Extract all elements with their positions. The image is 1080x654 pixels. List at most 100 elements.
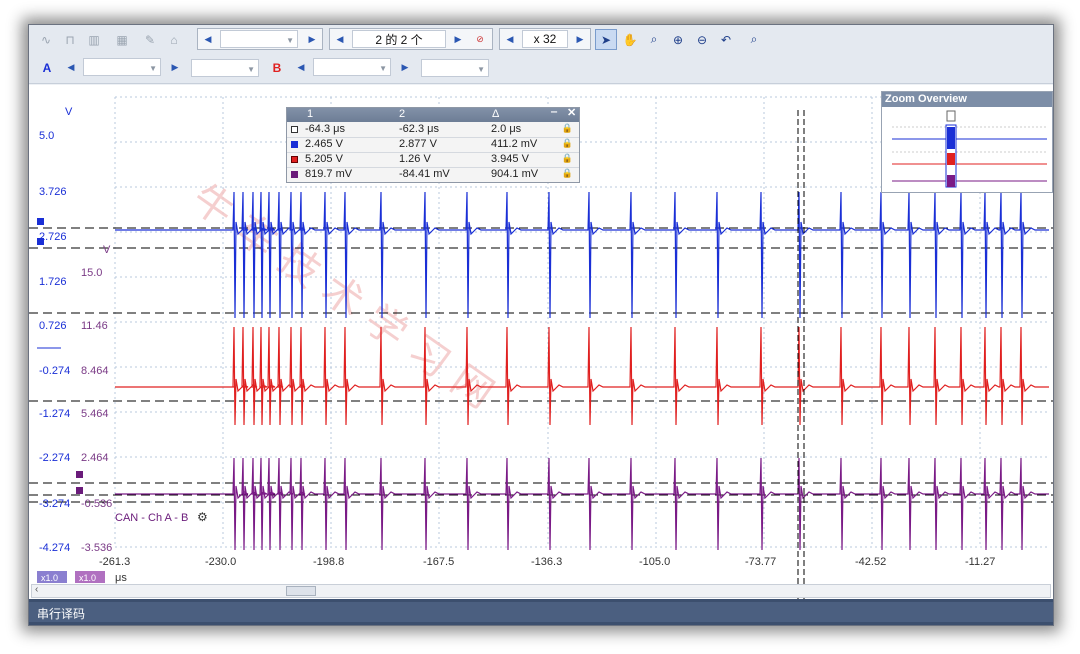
spectrum-icon[interactable]: ▥: [88, 32, 100, 47]
left-axis-unit: V: [65, 106, 73, 118]
watermark: 牛 车 技 术 学 习 网: [183, 176, 501, 418]
capture-next-button[interactable]: ▶: [308, 33, 316, 44]
measurement-row-channel-a: 2.465 V 2.877 V 411.2 mV 🔒: [287, 137, 579, 153]
left-tick-label: 0.726: [39, 320, 67, 332]
channel-a-range[interactable]: ▼: [83, 58, 161, 76]
hand-icon[interactable]: ✋: [622, 32, 638, 47]
time-cursor[interactable]: [794, 110, 808, 611]
scope-mode-icon[interactable]: ∿: [40, 32, 52, 47]
zoom-overview-panel[interactable]: Zoom Overview: [881, 91, 1053, 193]
cell: -64.3 μs: [305, 123, 345, 135]
right-tick-label: 15.0: [81, 267, 102, 279]
x-axis-ticks: -261.3 -230.0 -198.8 -167.5 -136.3 -105.0 -73.…: [99, 556, 995, 568]
channel-a-marker[interactable]: [37, 218, 44, 225]
minimize-icon[interactable]: ‒: [551, 106, 558, 118]
capture-prev-button[interactable]: ◀: [204, 33, 212, 44]
undo-zoom-icon[interactable]: ↶: [720, 32, 732, 47]
left-tick-label: -0.274: [39, 365, 70, 377]
measurement-header: 1 2 Δ ‒ ✕: [287, 106, 579, 122]
measurement-row-math: 819.7 mV -84.41 mV 904.1 mV 🔒: [287, 167, 579, 182]
channel-a-prev[interactable]: ◀: [67, 61, 75, 72]
zoom-fit-icon[interactable]: ⌕: [750, 32, 758, 46]
left-tick-label: 5.0: [39, 130, 54, 142]
channel-a-next[interactable]: ▶: [171, 61, 179, 72]
left-tick-label: 1.726: [39, 276, 67, 288]
home-icon[interactable]: ⌂: [170, 32, 178, 47]
serial-decode-tab[interactable]: 串行译码: [37, 607, 86, 621]
channel-b-range[interactable]: ▼: [313, 58, 391, 76]
capture-select[interactable]: ▼: [220, 30, 298, 48]
horizontal-scrollbar[interactable]: ‹: [31, 584, 1051, 598]
left-tick-label: 2.726: [39, 231, 67, 243]
channel-toolbar: A ◀ ▼ ▶ ▼ B ◀ ▼ ▶ ▼: [29, 54, 1053, 84]
left-tick-label: 3.726: [39, 186, 67, 198]
right-axis-unit: V: [103, 244, 111, 256]
cell: 1.26 V: [399, 153, 431, 165]
cell: 904.1 mV: [491, 168, 539, 180]
pulse-icon[interactable]: ⊓: [65, 32, 75, 47]
lock-icon[interactable]: 🔒: [561, 138, 573, 148]
decoder-label[interactable]: CAN - Ch A - B: [115, 512, 188, 524]
header-1: 1: [307, 108, 314, 120]
lock-icon[interactable]: 🔒: [561, 123, 573, 133]
scale-b-text: x1.0: [79, 573, 96, 583]
scale-a-text: x1.0: [41, 573, 58, 583]
x-tick-label: -42.52: [855, 556, 886, 568]
channel-a-trigger-marker[interactable]: [37, 238, 44, 245]
scroll-thumb[interactable]: [286, 586, 316, 596]
channel-b-next[interactable]: ▶: [401, 61, 409, 72]
cell: 5.205 V: [305, 153, 343, 165]
cell: -84.41 mV: [399, 168, 450, 180]
lock-icon[interactable]: 🔒: [561, 168, 573, 178]
page-field[interactable]: 2 的 2 个: [352, 30, 446, 48]
channel-b-prev[interactable]: ◀: [297, 61, 305, 72]
x-tick-label: -105.0: [639, 556, 670, 568]
x-tick-label: -167.5: [423, 556, 454, 568]
x-tick-label: -11.27: [965, 556, 995, 568]
header-2: 2: [399, 108, 406, 120]
channel-b-coupling[interactable]: ▼: [421, 59, 489, 77]
main-toolbar: ∿ ⊓ ▥ ▦ ✎ ⌂ ◀ ▼ ▶ ◀ 2 的 2 个 ▶ ⊘ ◀ x 32 ▶…: [29, 25, 1053, 55]
zoom-next-button[interactable]: ▶: [576, 33, 584, 44]
scale-b-badge: [75, 571, 105, 583]
channel-a-coupling[interactable]: ▼: [191, 59, 259, 77]
svg-text:牛 车 技 术 学 习 网: 牛 车 技 术 学 习 网: [183, 176, 501, 418]
x-tick-label: -230.0: [205, 556, 236, 568]
channel-b-swatch: [291, 156, 298, 163]
lock-icon[interactable]: 🔒: [561, 153, 573, 163]
bar-chart-icon[interactable]: ▦: [116, 32, 128, 47]
page-prev-button[interactable]: ◀: [336, 33, 344, 44]
compass-icon[interactable]: ⊘: [476, 33, 484, 44]
channel-b-button[interactable]: B: [272, 61, 282, 75]
right-tick-label: 5.464: [81, 408, 109, 420]
channel-a-button[interactable]: A: [42, 61, 52, 75]
close-icon[interactable]: ✕: [567, 107, 577, 119]
math-swatch: [291, 171, 298, 178]
cell: 819.7 mV: [305, 168, 353, 180]
zoom-overview-preview[interactable]: [882, 107, 1052, 192]
cell: -62.3 μs: [399, 123, 439, 135]
zoom-out-icon[interactable]: ⊖: [696, 32, 708, 47]
right-tick-label: 11.46: [81, 320, 108, 332]
pointer-icon[interactable]: ➤: [595, 29, 617, 50]
math-trigger-marker[interactable]: [76, 487, 83, 494]
x-tick-label: -136.3: [531, 556, 562, 568]
zoom-region-icon[interactable]: ⌕: [650, 32, 658, 46]
zoom-in-icon[interactable]: ⊕: [672, 32, 684, 47]
scale-a-badge: [37, 571, 67, 583]
gear-icon[interactable]: ⚙: [197, 510, 208, 524]
cell: 3.945 V: [491, 153, 529, 165]
zoom-factor-group: ◀ x 32 ▶: [499, 28, 591, 50]
zoom-factor-field[interactable]: x 32: [522, 30, 568, 48]
wand-icon[interactable]: ✎: [144, 32, 156, 47]
scroll-left-icon[interactable]: ‹: [35, 584, 39, 595]
reference-lines: [29, 227, 1053, 503]
zoom-prev-button[interactable]: ◀: [506, 33, 514, 44]
page-nav-group: ◀ 2 的 2 个 ▶ ⊘: [329, 28, 493, 50]
left-tick-label: -4.274: [39, 542, 70, 554]
math-marker[interactable]: [76, 471, 83, 478]
scope-window: ∿ ⊓ ▥ ▦ ✎ ⌂ ◀ ▼ ▶ ◀ 2 的 2 个 ▶ ⊘ ◀ x 32 ▶…: [28, 24, 1054, 626]
measurement-table[interactable]: 1 2 Δ ‒ ✕ -64.3 μs -62.3 μs 2.0 μs 🔒 2.4…: [286, 106, 580, 183]
page-next-button[interactable]: ▶: [454, 33, 462, 44]
waveform-svg[interactable]: 牛 车 技 术 学 习 网 V V 5.0 3.726 2.726 1.726 0.72…: [29, 85, 1053, 612]
